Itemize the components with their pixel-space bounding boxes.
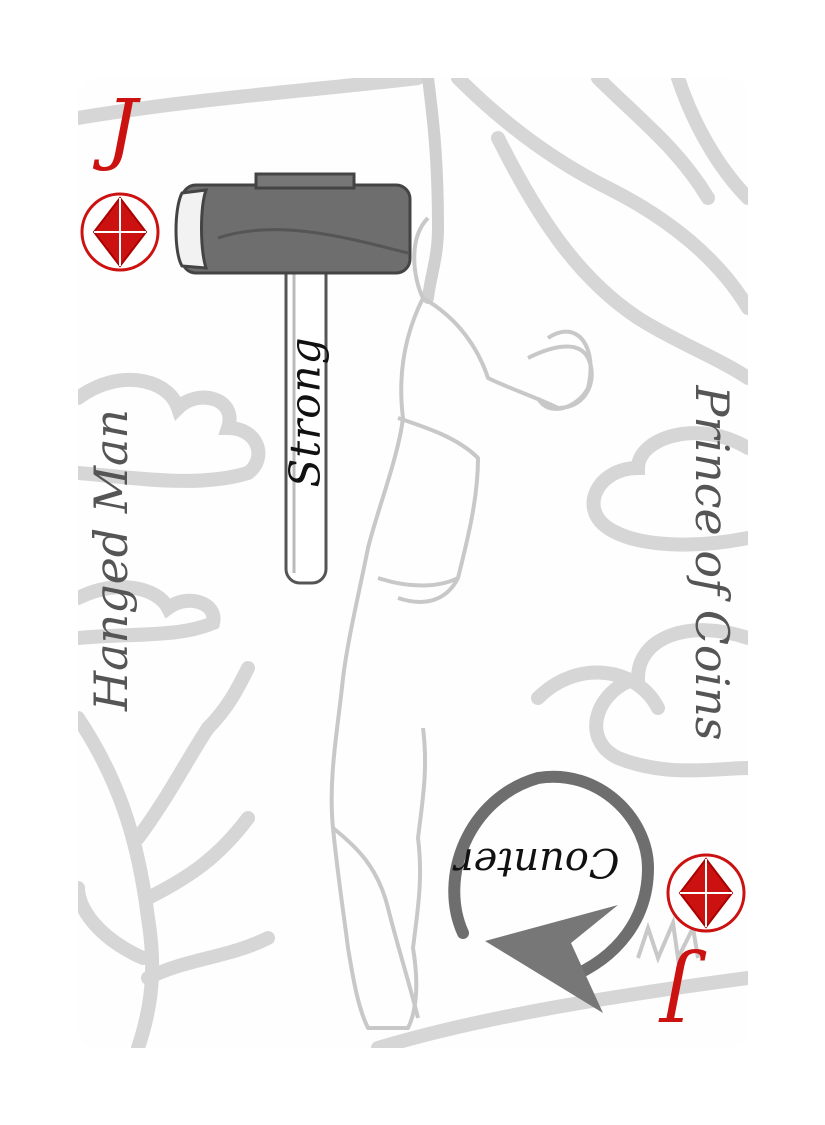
cloud [589,623,748,778]
card-rank-bottom: J [662,946,694,1036]
diamond-suit-icon [666,853,746,933]
tree-branch [671,78,748,205]
tree-branch [141,811,255,905]
tree-branch [201,661,255,735]
hammer-handle [284,259,328,585]
card-title: Hanged Man [84,408,138,712]
diamond-suit-icon [80,192,160,272]
playing-card[interactable] [78,78,748,1048]
cloud [586,426,748,552]
rope [422,78,445,304]
card-subtitle: Prince of Coins [685,385,739,741]
hanging-figure [329,216,594,1030]
tree-branch [131,721,215,845]
counter-label: Counter [454,839,620,885]
tree-branch [78,78,425,125]
cloud [78,372,266,488]
card-rank-top: J [106,84,138,174]
tree-trunk [78,711,160,1048]
tree-branch [491,131,748,385]
tree-branch [78,881,150,965]
cloud [78,580,221,645]
hammer-head [174,172,412,275]
cloud [531,665,665,715]
hammer-icon[interactable] [78,78,748,1048]
hammer-label: Strong [280,336,330,488]
tree-branch [141,931,275,985]
tree-branch [591,78,715,205]
tree-branch [451,78,748,315]
